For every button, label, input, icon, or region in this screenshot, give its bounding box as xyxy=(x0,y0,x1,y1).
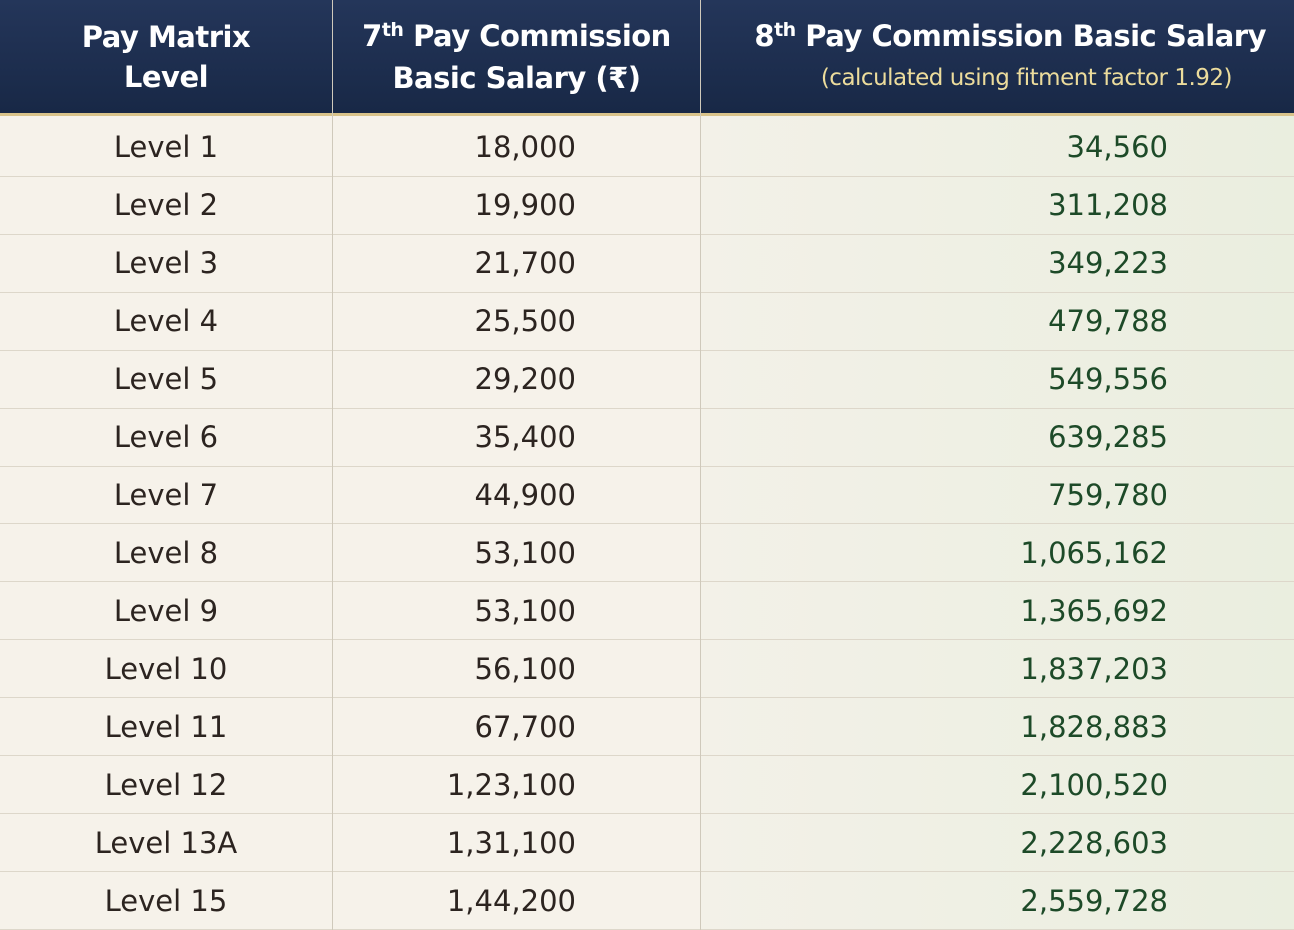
header-note: (calculated using fitment factor 1.92) xyxy=(820,64,1233,91)
header-line: 7th Pay Commission xyxy=(362,15,671,57)
column-background xyxy=(701,116,1294,930)
table-cell: 1,31,100 xyxy=(446,825,576,860)
table-cell: 1,44,200 xyxy=(446,883,576,918)
table-cell: 759,780 xyxy=(1048,478,1168,513)
table-cell: Level 1 xyxy=(113,130,219,165)
table-row: Level 8 53,100 1,065,162 xyxy=(0,525,1294,583)
table-row: Level 4 25,500 479,788 xyxy=(0,293,1294,351)
column-divider xyxy=(332,0,333,930)
table-cell: 18,000 xyxy=(474,130,576,165)
table-cell: 549,556 xyxy=(1048,362,1168,397)
table-cell: Level 10 xyxy=(104,651,228,686)
table-row: Level 7 44,900 759,780 xyxy=(0,467,1294,525)
header-suffix: th xyxy=(774,18,796,41)
table-cell: 29,200 xyxy=(474,362,576,397)
header-text: 8 xyxy=(754,18,775,53)
table-row: Level 12 1,23,100 2,100,520 xyxy=(0,756,1294,815)
table-row: Level 1 18,000 34,560 xyxy=(0,119,1294,177)
table-cell: 2,228,603 xyxy=(1020,825,1168,860)
table-cell: Level 13A xyxy=(94,825,238,860)
table-cell: Level 3 xyxy=(113,246,219,281)
table-cell: 44,900 xyxy=(474,478,576,513)
table-cell: 2,100,520 xyxy=(1020,767,1168,802)
table-row: Level 2 19,900 311,208 xyxy=(0,177,1294,235)
header-text: Pay Matrix xyxy=(81,19,251,54)
header-text: Basic Salary (₹) xyxy=(392,60,641,95)
table-cell: Level 15 xyxy=(104,883,228,918)
table-cell: 53,100 xyxy=(474,535,576,570)
table-cell: 1,23,100 xyxy=(446,767,576,802)
column-divider xyxy=(700,0,701,930)
table-cell: 53,100 xyxy=(474,593,576,628)
table-row: Level 11 67,700 1,828,883 xyxy=(0,698,1294,757)
table-cell: 21,700 xyxy=(474,246,576,281)
table-row: Level 15 1,44,200 2,559,728 xyxy=(0,872,1294,930)
table-cell: Level 9 xyxy=(113,593,219,628)
table-row: Level 3 21,700 349,223 xyxy=(0,235,1294,293)
table-cell: 34,560 xyxy=(1066,130,1168,165)
header-text: Level xyxy=(123,59,209,94)
table-cell: 349,223 xyxy=(1048,246,1168,281)
table-cell: Level 4 xyxy=(113,304,219,339)
table-cell: 35,400 xyxy=(474,420,576,455)
table-cell: 1,837,203 xyxy=(1020,651,1168,686)
header-text: Pay Commission xyxy=(413,18,671,53)
header-cell: 7th Pay Commission Basic Salary (₹) xyxy=(333,0,700,116)
header-text: 7 xyxy=(362,18,382,53)
table-cell: 2,559,728 xyxy=(1020,883,1168,918)
table-cell: 1,365,692 xyxy=(1020,593,1168,628)
table-cell: Level 5 xyxy=(113,362,219,397)
header-suffix: th xyxy=(381,18,404,41)
table-cell: Level 7 xyxy=(113,478,219,513)
table-cell: 1,828,883 xyxy=(1020,709,1168,744)
table-cell: 1,065,162 xyxy=(1020,535,1168,570)
table-cell: 67,700 xyxy=(474,709,576,744)
table-cell: 25,500 xyxy=(474,304,576,339)
table-cell: 479,788 xyxy=(1048,304,1168,339)
header-cell: Pay Matrix Level xyxy=(0,0,332,116)
table-row: Level 6 35,400 639,285 xyxy=(0,409,1294,467)
table-cell: Level 2 xyxy=(113,188,219,223)
table-cell: 56,100 xyxy=(474,651,576,686)
header-cell: 8th Pay Commission Basic Salary (calcula… xyxy=(701,0,1294,116)
header-text: Pay Commission Basic Salary xyxy=(805,18,1266,53)
table-cell: Level 8 xyxy=(113,535,219,570)
table-row: Level 9 53,100 1,365,692 xyxy=(0,582,1294,641)
table-cell: Level 12 xyxy=(104,767,228,802)
header-line: 8th Pay Commission Basic Salary xyxy=(754,15,1266,57)
table-row: Level 13A 1,31,100 2,228,603 xyxy=(0,814,1294,873)
table-cell: 311,208 xyxy=(1048,188,1168,223)
table-row: Level 10 56,100 1,837,203 xyxy=(0,640,1294,699)
table-row: Level 5 29,200 549,556 xyxy=(0,351,1294,409)
table-cell: Level 11 xyxy=(104,709,228,744)
table-cell: Level 6 xyxy=(113,420,219,455)
table-cell: 19,900 xyxy=(474,188,576,223)
table-cell: 639,285 xyxy=(1048,420,1168,455)
